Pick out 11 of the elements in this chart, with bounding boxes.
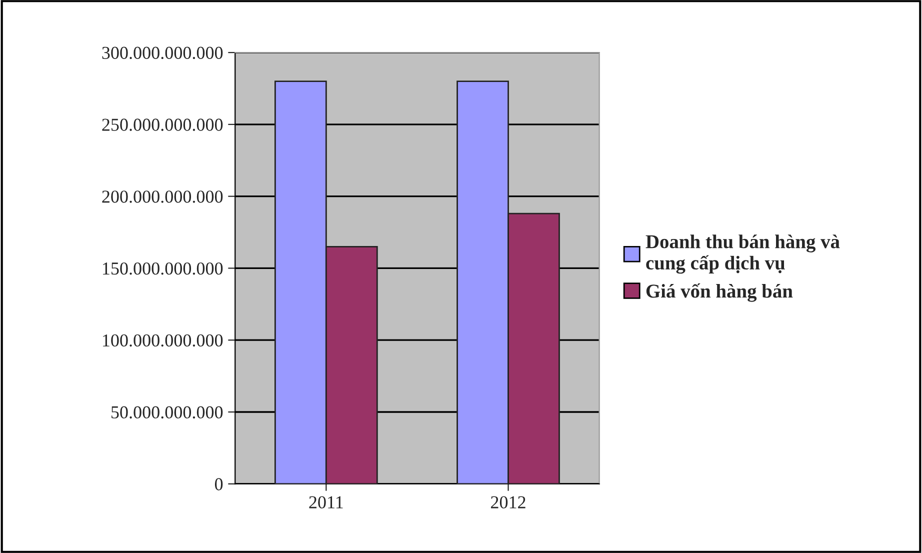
x-tick-label: 2011 [309, 496, 343, 508]
y-tick-label: 0 [214, 478, 223, 490]
y-tick-label: 200.000.000.000 [102, 190, 223, 203]
legend-label: Giá vốn hàng bán [646, 283, 793, 302]
y-tick-label: 300.000.000.000 [102, 46, 223, 60]
y-tick-label: 50.000.000.000 [112, 406, 223, 419]
y-tick-label: 150.000.000.000 [103, 262, 223, 275]
y-tick-label: 100.000.000.000 [103, 334, 223, 347]
x-tick-label: 2012 [490, 496, 526, 508]
y-tick-label: 250.000.000.000 [102, 118, 223, 131]
legend-label: Doanh thu bán hàng và cung cấp dịch vụ [646, 234, 840, 274]
